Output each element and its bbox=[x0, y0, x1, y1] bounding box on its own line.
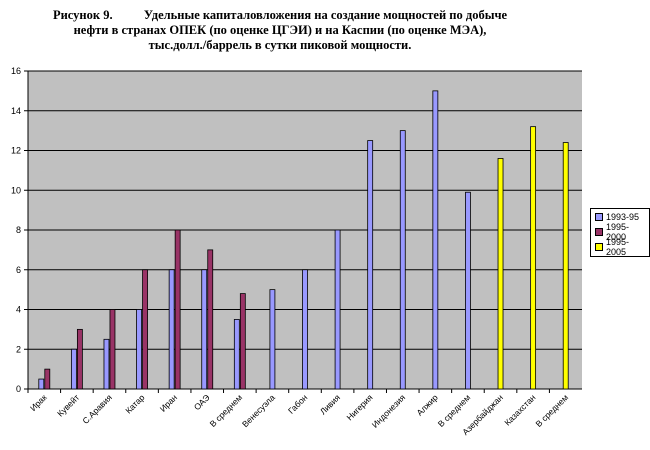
x-tick-label: Ливия bbox=[318, 392, 342, 416]
y-tick-label: 2 bbox=[16, 344, 21, 354]
bar-1993-95 bbox=[465, 191, 471, 390]
legend-swatch-1995-2000 bbox=[595, 227, 603, 236]
bar-1995-2005 bbox=[562, 142, 569, 390]
legend-label-1995-2000: 1995-2000 bbox=[606, 221, 630, 242]
bar-1995-2000 bbox=[44, 368, 51, 390]
bar-1993-95 bbox=[334, 229, 341, 390]
x-tick-label: Ирак bbox=[28, 392, 49, 413]
x-tick-label: ОАЭ bbox=[192, 392, 212, 412]
bar-1995-2000 bbox=[142, 269, 148, 390]
x-tick-label: Индонезия bbox=[370, 392, 408, 430]
x-tick-label: Кувейт bbox=[55, 392, 81, 418]
chart-title: Рисунок 9. Удельные капиталовложения на … bbox=[0, 8, 560, 53]
legend-swatch-1995-2005 bbox=[595, 242, 603, 251]
bar-1993-95 bbox=[302, 269, 308, 390]
legend: 1993-95 1995-2000 1995-2005 bbox=[590, 208, 650, 257]
x-tick-label: Катар bbox=[123, 392, 146, 415]
bar-1995-2000 bbox=[174, 229, 181, 390]
bar-1993-95 bbox=[432, 90, 439, 390]
y-tick-label: 10 bbox=[11, 185, 21, 195]
y-tick-label: 4 bbox=[16, 305, 21, 315]
x-tick-label: Казахстан bbox=[502, 392, 537, 427]
x-tick-label: Венесуэла bbox=[240, 392, 277, 429]
bar-1993-95 bbox=[399, 130, 406, 390]
bar-1993-95 bbox=[38, 378, 45, 390]
bar-1993-95 bbox=[103, 338, 110, 390]
title-line-3: тыс.долл./баррель в сутки пиковой мощнос… bbox=[148, 38, 412, 52]
legend-swatch-1993-95 bbox=[595, 212, 603, 221]
legend-item-1993-95: 1993-95 bbox=[595, 209, 649, 224]
x-tick-label: В среднем bbox=[534, 392, 571, 429]
x-tick-label: В среднем bbox=[208, 392, 245, 429]
y-tick-label: 12 bbox=[11, 146, 21, 156]
y-tick-label: 0 bbox=[16, 384, 21, 394]
bar-1995-2005 bbox=[497, 158, 504, 390]
bar-1995-2000 bbox=[239, 293, 246, 390]
bar-1993-95 bbox=[136, 309, 142, 390]
bar-1995-2000 bbox=[76, 328, 83, 390]
bar-1995-2000 bbox=[207, 249, 214, 390]
x-tick-label: Алжир bbox=[414, 392, 440, 418]
bar-1993-95 bbox=[367, 140, 374, 390]
x-tick-label: С.Аравия bbox=[80, 392, 114, 426]
title-line-2: нефти в странах ОПЕК (по оценке ЦГЭИ) и … bbox=[73, 23, 487, 37]
legend-label-1993-95: 1993-95 bbox=[606, 211, 640, 222]
legend-item-1995-2005: 1995-2005 bbox=[595, 236, 649, 257]
y-tick-label: 14 bbox=[11, 106, 21, 116]
legend-item-1995-2000: 1995-2000 bbox=[595, 221, 649, 242]
y-tick-label: 8 bbox=[16, 225, 21, 235]
bar-1993-95 bbox=[233, 319, 240, 390]
bar-1993-95 bbox=[201, 269, 208, 390]
legend-label-1995-2005: 1995-2005 bbox=[606, 236, 630, 257]
x-tick-label: Иран bbox=[158, 392, 180, 414]
bar-1995-2000 bbox=[109, 309, 116, 390]
y-tick-label: 16 bbox=[11, 66, 21, 76]
bar-1993-95 bbox=[168, 269, 175, 390]
x-tick-label: Нигерия bbox=[344, 392, 374, 422]
title-line-1: Рисунок 9. Удельные капиталовложения на … bbox=[52, 8, 508, 22]
bar-1995-2005 bbox=[530, 126, 537, 390]
bar-1993-95 bbox=[70, 348, 77, 390]
y-tick-label: 6 bbox=[16, 265, 21, 275]
bar-1993-95 bbox=[269, 289, 276, 390]
x-tick-label: Габон bbox=[286, 392, 310, 416]
